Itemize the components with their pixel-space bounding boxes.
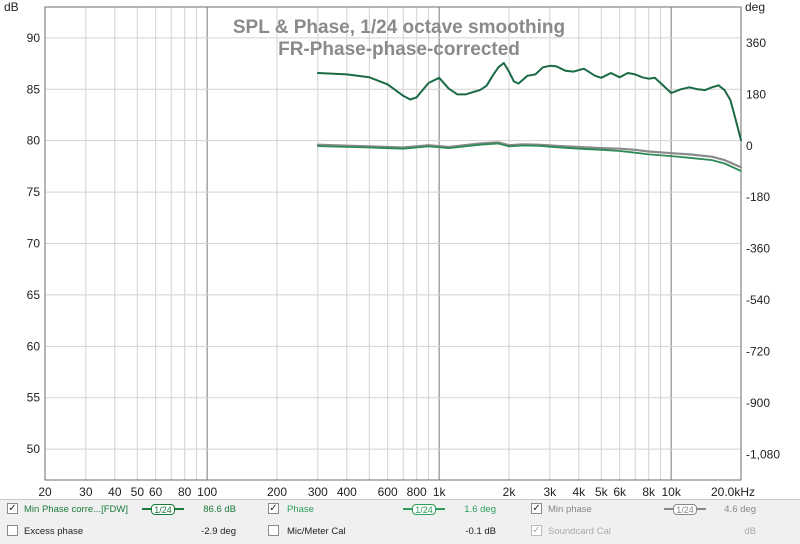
grid <box>44 7 742 480</box>
soundcard-cal-label: Soundcard Cal <box>548 526 611 537</box>
left-tick-label: 50 <box>27 442 41 456</box>
right-axis-ticks: 360 180 0 -180 -360 -540 -720 -900 -1,080 <box>746 36 780 461</box>
series-line-phase <box>316 62 742 142</box>
x-tick-label: 800 <box>407 485 427 499</box>
left-tick-label: 65 <box>27 288 41 302</box>
x-tick-label: 8k <box>642 485 656 499</box>
spl-phase-chart: dB deg SPL & Phase, 1/24 octave smoothin… <box>0 0 800 500</box>
mic-meter-cal-label: Mic/Meter Cal <box>287 526 346 537</box>
x-tick-label: 20.0kHz <box>711 485 755 499</box>
right-tick-label: 180 <box>746 87 766 101</box>
x-tick-label: 3k <box>544 485 558 499</box>
min-phase-label: Min phase <box>548 504 592 515</box>
left-tick-label: 90 <box>27 31 41 45</box>
series-line-min-phase <box>316 141 743 169</box>
chart-subtitle: FR-Phase-phase-corrected <box>278 39 520 60</box>
right-tick-label: -360 <box>746 242 770 256</box>
left-tick-label: 60 <box>27 339 41 353</box>
x-tick-label: 60 <box>149 485 163 499</box>
left-tick-label: 80 <box>27 134 41 148</box>
x-tick-label: 80 <box>178 485 192 499</box>
x-tick-label: 200 <box>267 485 287 499</box>
phase-checkbox[interactable]: ✓ <box>268 503 279 514</box>
x-tick-label: 30 <box>79 485 93 499</box>
right-tick-label: -1,080 <box>746 447 780 461</box>
plot-frame <box>44 6 742 481</box>
right-tick-label: -720 <box>746 344 770 358</box>
x-tick-label: 100 <box>197 485 217 499</box>
x-tick-label: 40 <box>108 485 122 499</box>
min-phase-value: 4.6 deg <box>724 504 756 515</box>
mic-meter-cal-value: -0.1 dB <box>465 526 496 537</box>
legend-row-1: ✓ Min Phase corre...[FDW] 1/24 86.6 dB ✓… <box>0 500 800 520</box>
min-phase-checkbox[interactable]: ✓ <box>531 503 542 514</box>
smoothing-value: 1/24 <box>673 504 697 515</box>
mic-meter-cal-checkbox[interactable] <box>268 525 279 536</box>
excess-phase-label: Excess phase <box>24 526 84 537</box>
left-tick-label: 75 <box>27 185 41 199</box>
series-line-min-phase-corre-fdw <box>317 142 742 172</box>
x-tick-label: 10k <box>661 485 681 499</box>
legend-row-2: Excess phase -2.9 deg Mic/Meter Cal -0.1… <box>0 522 800 542</box>
x-tick-label: 6k <box>613 485 627 499</box>
x-tick-label: 300 <box>308 485 328 499</box>
left-tick-label: 70 <box>27 237 41 251</box>
phase-smoothing[interactable]: 1/24 <box>403 501 445 517</box>
min-phase-corrected-checkbox[interactable]: ✓ <box>7 503 18 514</box>
left-axis-ticks: 90 85 80 75 70 65 60 55 50 <box>27 31 41 456</box>
smoothing-value: 1/24 <box>151 504 175 515</box>
x-tick-label: 50 <box>131 485 145 499</box>
chart-title: SPL & Phase, 1/24 octave smoothing <box>233 17 565 38</box>
min-phase-corrected-smoothing[interactable]: 1/24 <box>142 501 184 517</box>
legend-panel: ✓ Min Phase corre...[FDW] 1/24 86.6 dB ✓… <box>0 499 800 544</box>
excess-phase-value: -2.9 deg <box>201 526 236 537</box>
smoothing-value: 1/24 <box>412 504 436 515</box>
right-tick-label: 0 <box>746 139 753 153</box>
left-tick-label: 55 <box>27 391 41 405</box>
x-tick-label: 5k <box>595 485 609 499</box>
phase-value: 1.6 deg <box>464 504 496 515</box>
min-phase-smoothing[interactable]: 1/24 <box>664 501 706 517</box>
right-axis-unit: deg <box>745 0 765 14</box>
soundcard-cal-checkbox: ✓ <box>531 525 542 536</box>
x-tick-label: 400 <box>337 485 357 499</box>
x-axis-ticks: 20 30 40 50 60 80 100 200 300 400 600 800 1k 2k 3k 4k 5k… <box>38 485 755 499</box>
x-tick-label: 20 <box>38 485 52 499</box>
phase-label: Phase <box>287 504 314 515</box>
soundcard-cal-value: dB <box>744 526 756 537</box>
excess-phase-checkbox[interactable] <box>7 525 18 536</box>
left-tick-label: 85 <box>27 82 41 96</box>
right-tick-label: -540 <box>746 293 770 307</box>
right-tick-label: -900 <box>746 396 770 410</box>
right-tick-label: -180 <box>746 190 770 204</box>
right-tick-label: 360 <box>746 36 766 50</box>
left-axis-unit: dB <box>4 0 19 14</box>
x-tick-label: 1k <box>433 485 447 499</box>
series-lines <box>316 62 743 172</box>
chart-background <box>0 0 800 500</box>
min-phase-corrected-label: Min Phase corre...[FDW] <box>24 504 128 515</box>
x-tick-label: 4k <box>572 485 586 499</box>
x-tick-label: 2k <box>503 485 517 499</box>
x-tick-label: 600 <box>378 485 398 499</box>
min-phase-corrected-value: 86.6 dB <box>203 504 236 515</box>
